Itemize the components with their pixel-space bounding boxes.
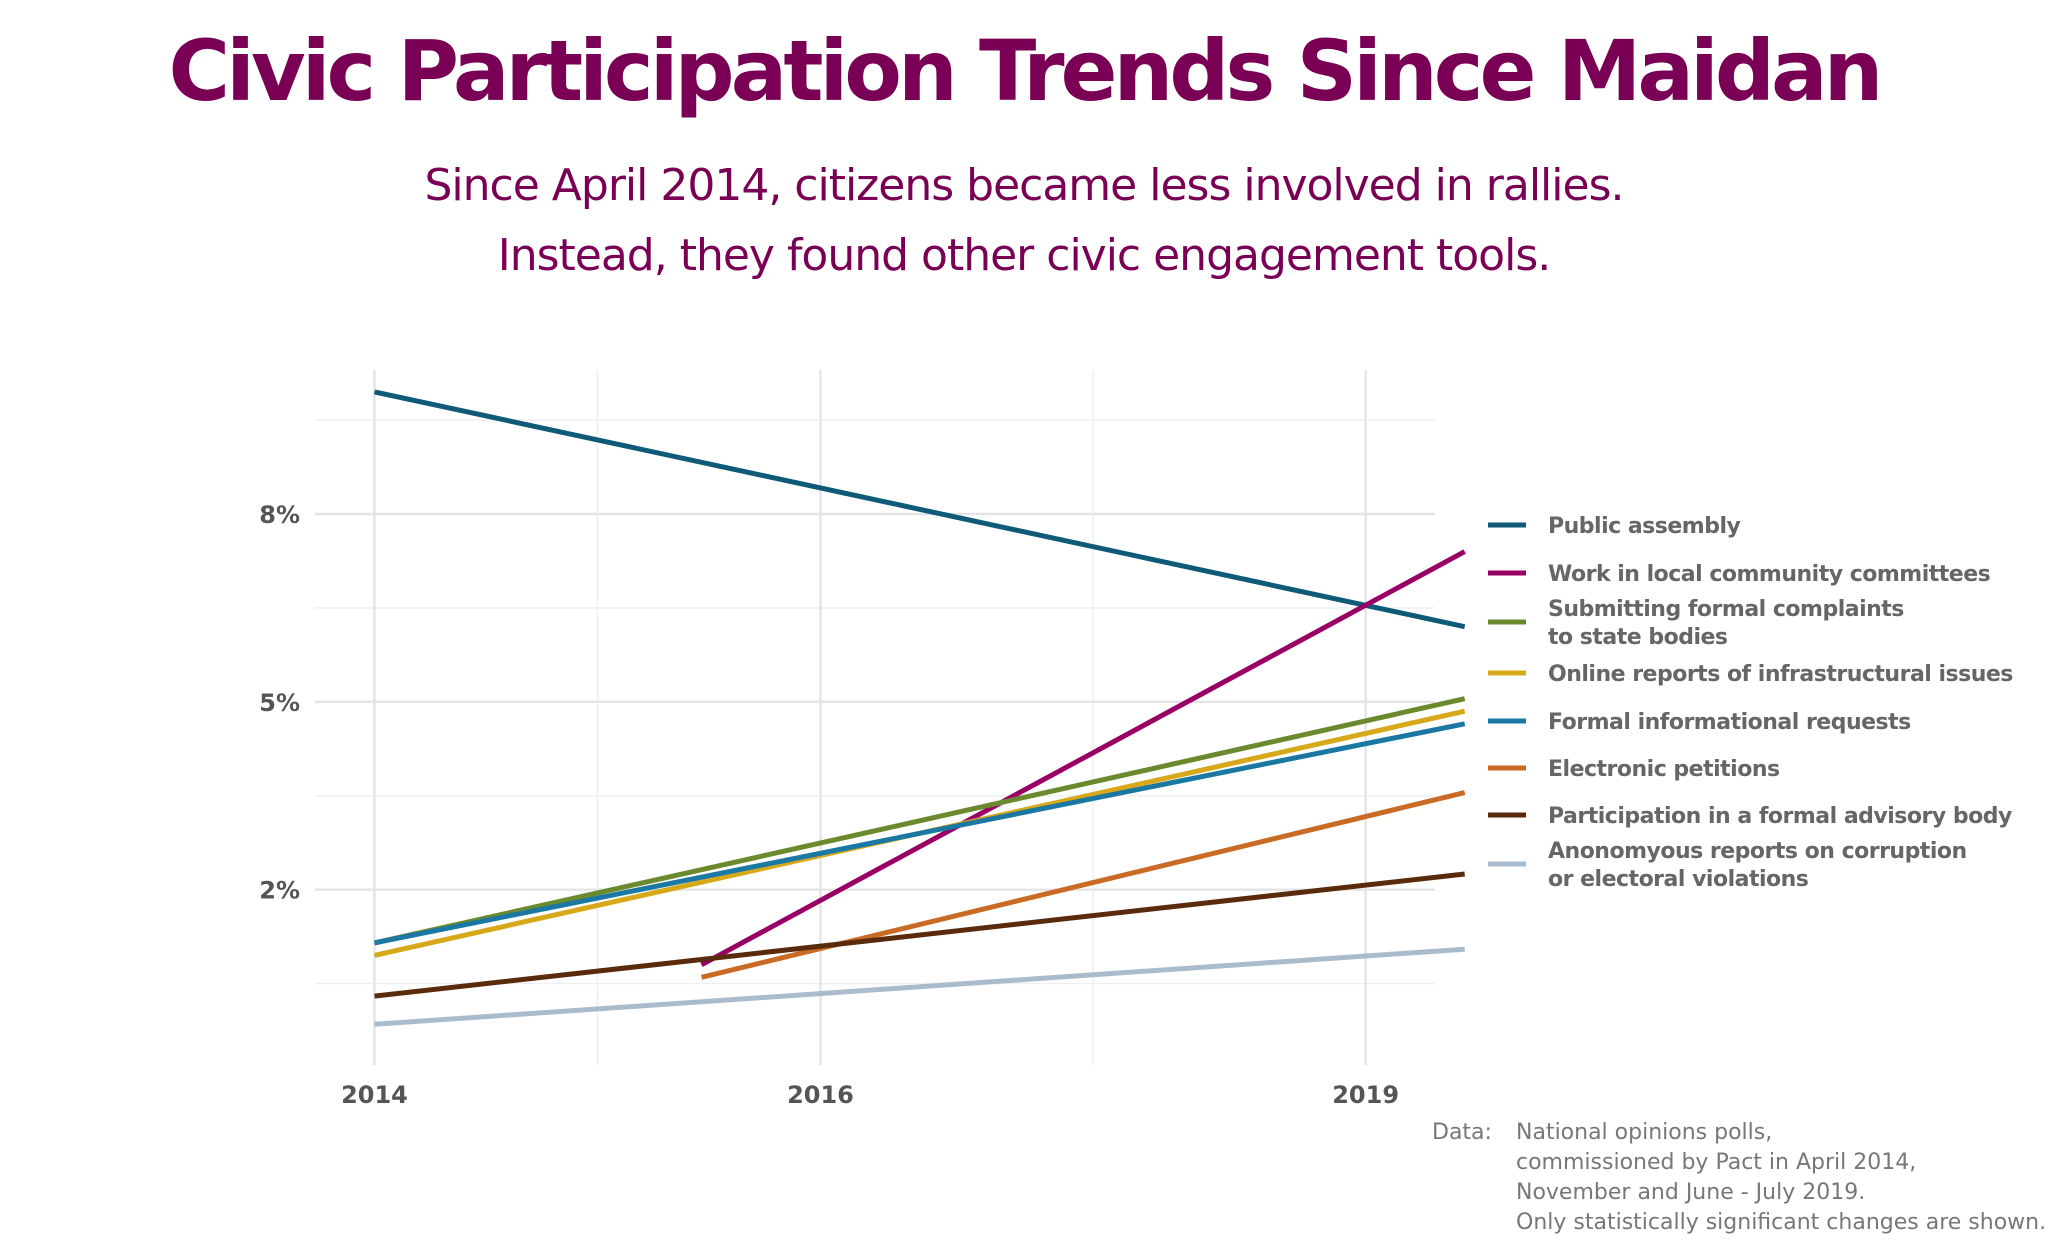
source-line: commissioned by Pact in April 2014, [1516, 1150, 1917, 1175]
grid-layer [315, 370, 1435, 1065]
source-line: November and June - July 2019. [1516, 1180, 1866, 1205]
legend-label: Anonomyous reports on corruption [1548, 839, 1967, 864]
y-tick-label: 5% [259, 689, 300, 717]
source-line: Only statistically significant changes a… [1516, 1210, 2047, 1235]
series-line-1 [373, 389, 1466, 630]
x-tick-label: 2019 [1332, 1081, 1399, 1109]
legend: Public assembly Work in local community c… [1488, 514, 2014, 892]
y-tick-label: 8% [259, 501, 300, 529]
legend-label: Participation in a formal advisory body [1548, 804, 2012, 829]
series-line-5 [374, 721, 1466, 946]
chart-subtitle-line-2: Instead, they found other civic engageme… [497, 230, 1552, 281]
legend-label: Electronic petitions [1548, 757, 1780, 782]
tick-layer: 2% 5% 8% 2014 2016 2019 [259, 501, 1399, 1109]
legend-label: to state bodies [1548, 625, 1728, 650]
legend-label: Formal informational requests [1548, 710, 1911, 735]
source-text: National opinions polls, commissioned by… [1516, 1118, 2048, 1238]
series-layer [373, 389, 1466, 1027]
chart-subtitle-line-1: Since April 2014, citizens became less i… [424, 160, 1625, 211]
series-line-7 [374, 871, 1465, 999]
y-tick-label: 2% [259, 877, 300, 905]
legend-label: Public assembly [1548, 514, 1740, 539]
legend-label: or electoral violations [1548, 867, 1809, 892]
legend-label: Submitting formal complaints [1548, 597, 1904, 622]
x-tick-label: 2016 [787, 1081, 854, 1109]
series-line-8 [374, 946, 1465, 1027]
x-tick-label: 2014 [341, 1081, 408, 1109]
legend-label: Work in local community committees [1548, 562, 1991, 587]
series-line-3 [373, 696, 1466, 946]
series-line-2 [700, 549, 1466, 967]
source-line: National opinions polls, [1516, 1120, 1773, 1145]
source-label: Data: [1432, 1120, 1492, 1145]
legend-label: Online reports of infrastructural issues [1548, 662, 2013, 687]
chart-title: Civic Participation Trends Since Maidan [168, 22, 1884, 120]
